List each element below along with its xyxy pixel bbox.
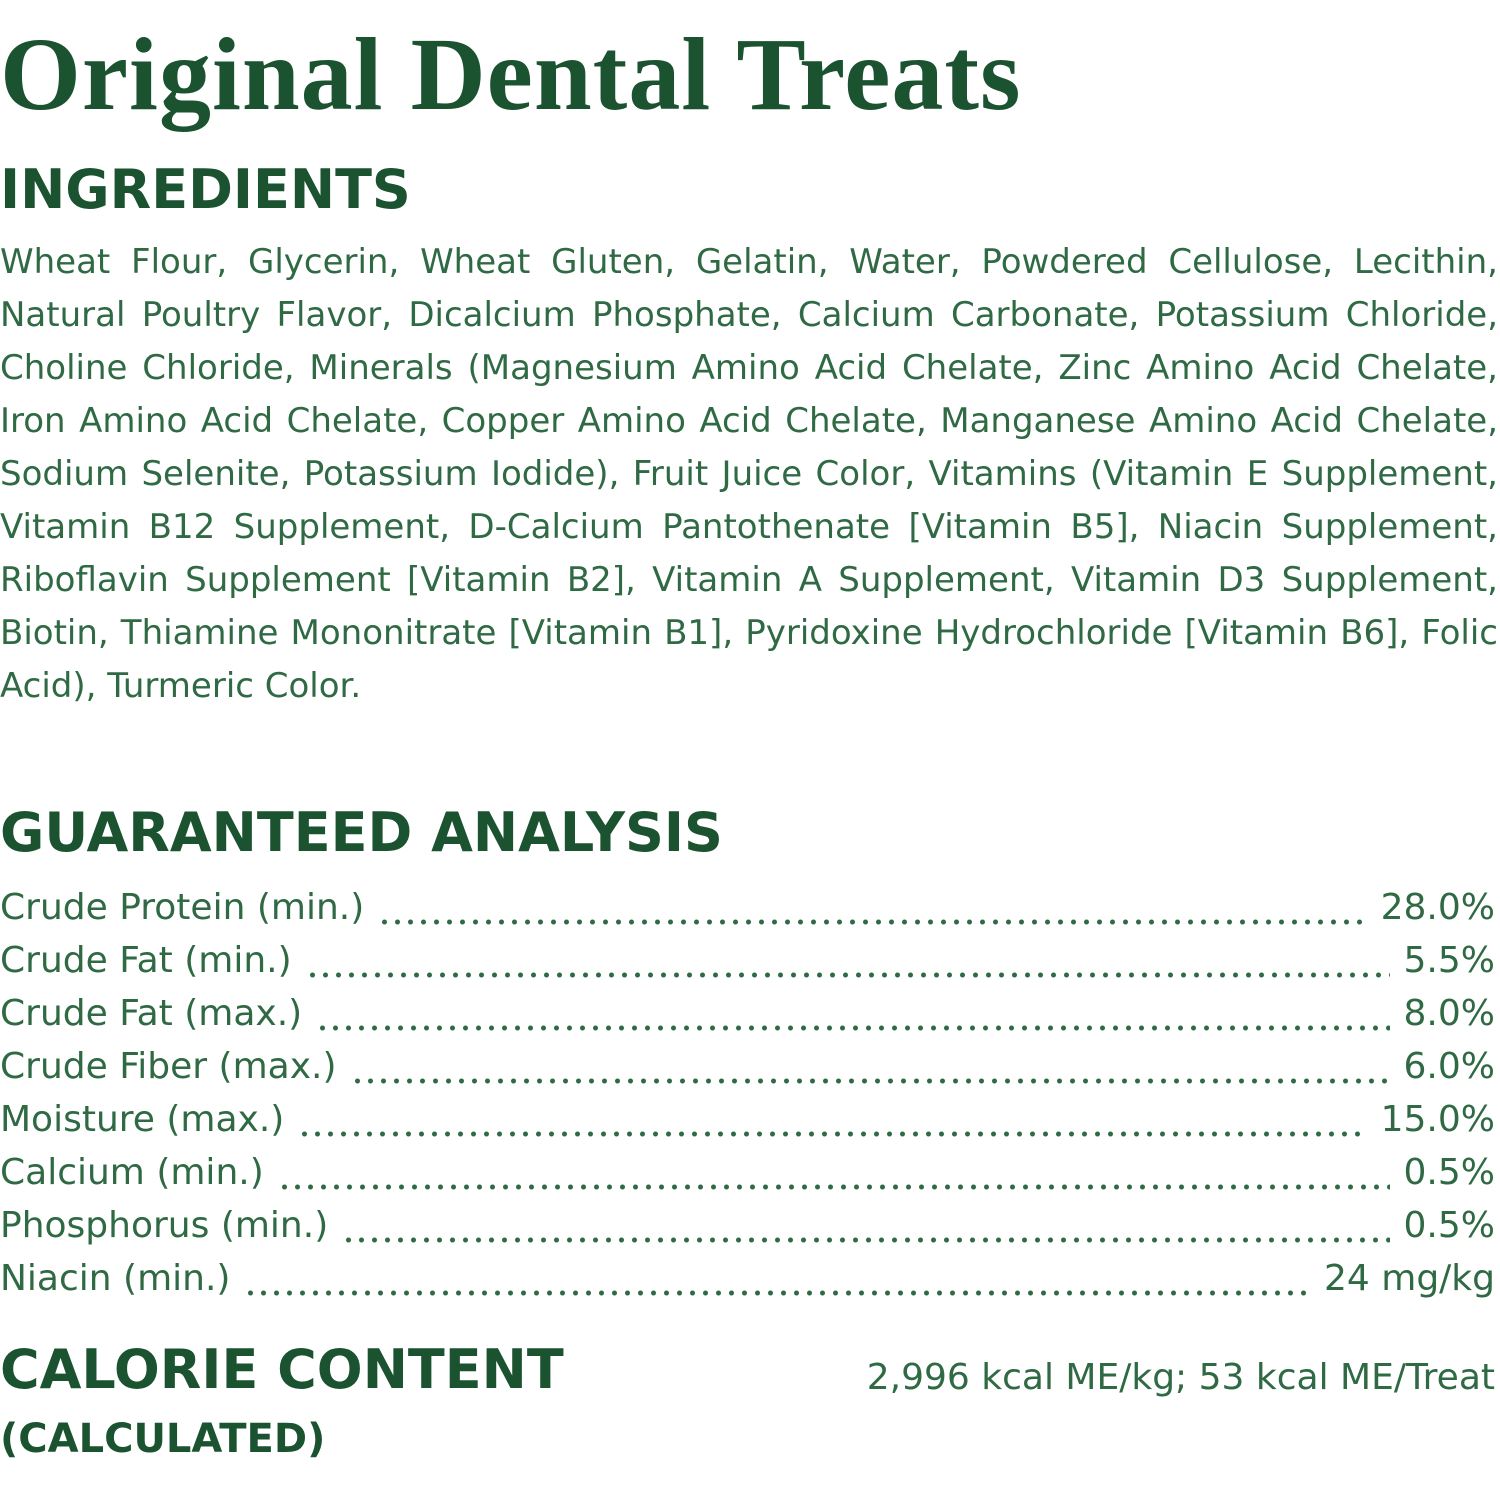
analysis-row: Crude Fat (min.) 5.5% xyxy=(0,934,1495,987)
dot-leader xyxy=(316,1022,1390,1033)
nutrient-label: Crude Protein (min.) xyxy=(0,887,365,928)
nutrient-value: 8.0% xyxy=(1403,993,1495,1034)
dot-leader xyxy=(342,1234,1390,1245)
dot-leader xyxy=(298,1128,1367,1139)
dot-leader xyxy=(305,969,1390,980)
nutrient-value: 15.0% xyxy=(1380,1099,1495,1140)
analysis-row: Crude Fat (max.) 8.0% xyxy=(0,987,1495,1040)
calorie-subheading: (CALCULATED) xyxy=(0,1416,326,1462)
analysis-list: Crude Protein (min.) 28.0% Crude Fat (min.… xyxy=(0,881,1495,1305)
analysis-row: Phosphorus (min.) 0.5% xyxy=(0,1199,1495,1252)
nutrient-value: 0.5% xyxy=(1403,1152,1495,1193)
analysis-row: Moisture (max.) 15.0% xyxy=(0,1093,1495,1146)
dot-leader xyxy=(277,1181,1390,1192)
dot-leader xyxy=(244,1287,1310,1298)
nutrient-label: Crude Fiber (max.) xyxy=(0,1046,337,1087)
nutrient-label: Calcium (min.) xyxy=(0,1152,264,1193)
nutrient-value: 28.0% xyxy=(1380,887,1495,928)
nutrient-value: 0.5% xyxy=(1403,1205,1495,1246)
ingredients-text: Wheat Flour, Glycerin, Wheat Gluten, Gel… xyxy=(0,242,1498,706)
nutrient-label: Crude Fat (max.) xyxy=(0,993,303,1034)
nutrient-value: 6.0% xyxy=(1403,1046,1495,1087)
dot-leader xyxy=(378,916,1367,927)
nutrient-value: 5.5% xyxy=(1403,940,1495,981)
analysis-row: Crude Protein (min.) 28.0% xyxy=(0,881,1495,934)
nutrient-label: Crude Fat (min.) xyxy=(0,940,292,981)
ingredients-heading: INGREDIENTS xyxy=(0,158,411,221)
title: Original Dental Treats xyxy=(0,17,1022,132)
analysis-row: Niacin (min.) 24 mg/kg xyxy=(0,1252,1495,1305)
analysis-heading: GUARANTEED ANALYSIS xyxy=(0,801,723,864)
dot-leader xyxy=(350,1075,1390,1086)
analysis-row: Calcium (min.) 0.5% xyxy=(0,1146,1495,1199)
nutrient-label: Niacin (min.) xyxy=(0,1258,231,1299)
calorie-heading: CALORIE CONTENT xyxy=(0,1338,564,1401)
nutrient-label: Phosphorus (min.) xyxy=(0,1205,329,1246)
calorie-value: 2,996 kcal ME/kg; 53 kcal ME/Treat xyxy=(866,1357,1495,1398)
nutrient-label: Moisture (max.) xyxy=(0,1099,285,1140)
nutrient-value: 24 mg/kg xyxy=(1324,1258,1495,1299)
analysis-row: Crude Fiber (max.) 6.0% xyxy=(0,1040,1495,1093)
